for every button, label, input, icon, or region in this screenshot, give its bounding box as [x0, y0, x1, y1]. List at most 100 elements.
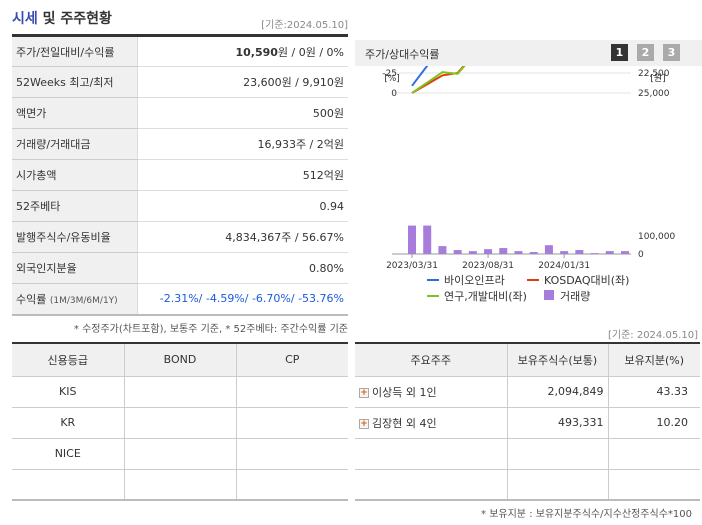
major-holders-table: 주요주주 보유주식수(보통) 보유지분(%) + 이상득 외 1인 2,094,849 43…: [355, 342, 700, 501]
volume-bar: [484, 249, 493, 254]
info-value-text: 512억원: [302, 169, 344, 182]
holder-name-cell: [355, 468, 508, 501]
volume-bar: [423, 225, 432, 254]
holder-pct: 10.20: [607, 406, 700, 439]
volume-bar: [453, 250, 462, 254]
info-value: 0.80%: [137, 252, 348, 284]
chart-page-3-button[interactable]: 3: [663, 44, 680, 61]
left-axis-unit: [%]: [384, 74, 400, 84]
info-row: 거래량/거래대금 16,933주 / 2억원: [12, 128, 348, 160]
holders-header: 보유지분(%): [607, 342, 700, 377]
credit-cell: [235, 468, 348, 501]
current-price: 10,590: [235, 45, 278, 59]
returns-label: 수익률: [16, 292, 47, 306]
info-label: 시가총액: [12, 159, 138, 191]
volume-bar: [544, 245, 553, 254]
volume-tick-label: 0: [638, 250, 644, 260]
volume-bar: [514, 251, 523, 254]
chart-header: 주가/상대수익률 1 2 3: [355, 40, 702, 66]
chart-page-2-button[interactable]: 2: [637, 44, 654, 61]
holder-name-cell[interactable]: + 김장현 외 4인: [355, 406, 508, 439]
holders-note: * 보유지분 : 보유지분주식수/지수산정주식수*100: [481, 509, 692, 520]
info-value-text: 원 / 0원 / 0%: [277, 45, 344, 59]
chart-title: 주가/상대수익률: [365, 48, 440, 61]
info-value: 512억원: [137, 159, 348, 191]
price-info-table: 주가/전일대비/수익률 10,590원 / 0원 / 0% 52Weeks 최고/최…: [12, 34, 348, 316]
info-label: 52Weeks 최고/최저: [12, 66, 138, 98]
holder-shares: 493,331: [506, 406, 609, 439]
holder-name-cell[interactable]: + 이상득 외 1인: [355, 375, 508, 408]
info-row: 주가/전일대비/수익률 10,590원 / 0원 / 0%: [12, 35, 348, 67]
table-row: KR: [12, 406, 348, 439]
credit-cell: [235, 406, 348, 439]
volume-bar: [560, 251, 569, 254]
credit-cell: [235, 375, 348, 408]
returns-periods: (1M/3M/6M/1Y): [49, 295, 118, 306]
table-row: + 김장현 외 4인 493,331 10.20: [355, 406, 700, 439]
info-row: 액면가 500원: [12, 97, 348, 129]
info-label: 거래량/거래대금: [12, 128, 138, 160]
info-value-text: 0.80%: [309, 261, 344, 275]
series-line: [411, 66, 466, 94]
credit-cell: [123, 406, 237, 439]
volume-tick-label: 100,000: [638, 232, 675, 242]
series-line: [411, 66, 466, 94]
holders-header: 보유주식수(보통): [506, 342, 609, 377]
credit-cell: [123, 468, 237, 501]
info-note: * 수정주가(차트포함), 보통주 기준, * 52주베타: 주간수익률 기준: [73, 324, 348, 335]
credit-cell: KR: [12, 406, 125, 439]
holder-name: 이상득 외 1인: [372, 385, 437, 399]
credit-cell: [235, 437, 348, 470]
table-row: KIS: [12, 375, 348, 408]
volume-bar: [590, 253, 599, 254]
table-row: [355, 437, 700, 470]
credit-cell: [123, 437, 237, 470]
holder-name-cell: [355, 437, 508, 470]
credit-cell: [12, 468, 125, 501]
right-tick-label: 22,500: [638, 69, 670, 79]
holder-pct: [607, 437, 700, 470]
info-label: 52주베타: [12, 190, 138, 222]
volume-bar: [605, 251, 614, 254]
info-row: 발행주식수/유동비율 4,834,367주 / 56.67%: [12, 221, 348, 253]
volume-bar: [468, 251, 477, 254]
volume-bar: [408, 225, 416, 254]
holder-pct: [607, 468, 700, 501]
info-value-text: 16,933주 / 2억원: [257, 138, 344, 151]
holder-shares: 2,094,849: [506, 375, 609, 408]
info-row: 외국인지분율 0.80%: [12, 252, 348, 284]
expand-plus-icon[interactable]: +: [359, 418, 369, 429]
info-value: 23,600원 / 9,910원: [137, 66, 348, 98]
credit-cell: NICE: [12, 437, 125, 470]
legend-swatch: [544, 290, 554, 300]
volume-bar: [438, 246, 447, 254]
volume-bar: [575, 250, 584, 254]
info-label: 발행주식수/유동비율: [12, 221, 138, 253]
table-row: NICE: [12, 437, 348, 470]
credit-rating-table: 신용등급 BOND CP KIS KR NICE: [12, 342, 348, 501]
x-tick-label: 2023/03/31: [386, 261, 438, 271]
holder-shares: [506, 468, 609, 501]
volume-bar: [621, 251, 629, 254]
holder-pct: 43.33: [607, 375, 700, 408]
chart-page-1-button[interactable]: 1: [611, 44, 628, 61]
page-title: 시세 및 주주현황: [12, 11, 112, 27]
info-value: 0.94: [137, 190, 348, 222]
info-value-text: 0.94: [319, 199, 345, 213]
volume-bar: [499, 248, 508, 254]
info-value-text: 4,834,367주 / 56.67%: [225, 231, 344, 244]
credit-cell: KIS: [12, 375, 125, 408]
legend-label: 바이오인프라: [444, 274, 505, 287]
relative-return-chart: [%][원]025,000-2522,500-5020,000-7517,500…: [382, 66, 675, 303]
left-tick-label: 0: [391, 89, 397, 99]
expand-plus-icon[interactable]: +: [359, 387, 369, 398]
table-row: [12, 468, 348, 501]
holder-shares: [506, 437, 609, 470]
legend-label: KOSDAQ대비(좌): [544, 274, 629, 287]
credit-header: 신용등급: [12, 342, 125, 377]
right-tick-label: 25,000: [638, 89, 670, 99]
info-row: 시가총액 512억원: [12, 159, 348, 191]
volume-bar: [529, 252, 538, 254]
holders-date: [기준: 2024.05.10]: [607, 330, 698, 341]
legend-label: 연구,개발대비(좌): [444, 290, 527, 303]
